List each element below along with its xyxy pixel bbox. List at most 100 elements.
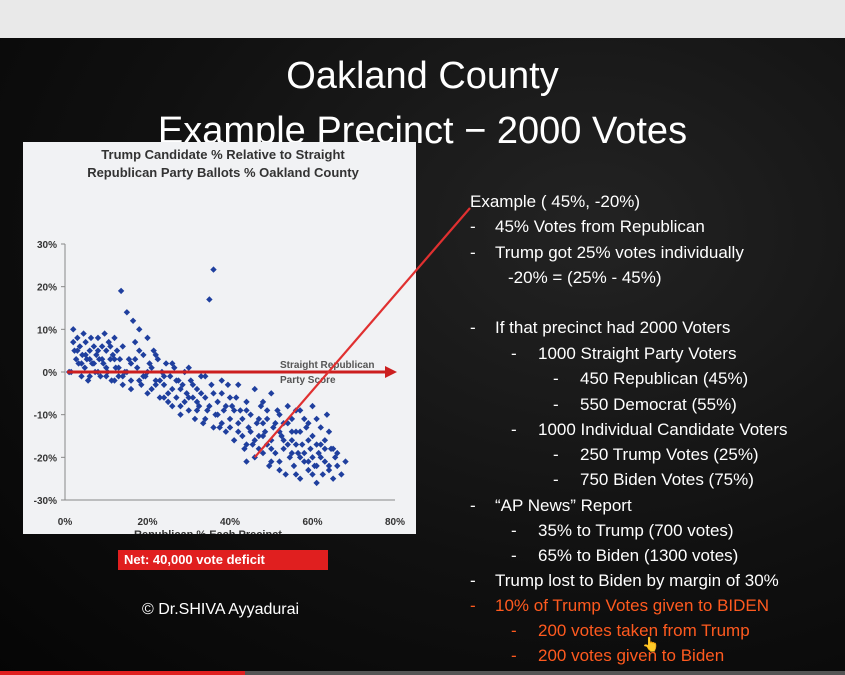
note-line: Trump got 25% votes individually xyxy=(495,243,744,262)
data-point xyxy=(185,394,192,401)
data-point xyxy=(199,420,207,427)
data-point xyxy=(251,454,258,461)
data-point xyxy=(82,351,89,359)
data-point xyxy=(193,398,201,406)
data-point xyxy=(173,394,180,401)
y-tick-label: -10% xyxy=(34,411,57,422)
data-point xyxy=(76,343,84,350)
data-point xyxy=(230,437,238,444)
data-point xyxy=(156,394,164,401)
data-point xyxy=(189,381,197,388)
bullet-dash: - xyxy=(511,646,517,665)
data-point xyxy=(111,377,118,384)
bullet-dash: - xyxy=(511,344,517,363)
data-point xyxy=(243,407,250,414)
data-point xyxy=(177,385,184,393)
data-point xyxy=(169,402,176,410)
data-point xyxy=(202,394,209,401)
data-point xyxy=(193,407,201,414)
data-point xyxy=(218,390,225,397)
data-point xyxy=(119,343,126,350)
data-point xyxy=(131,356,139,363)
data-point xyxy=(116,356,124,363)
data-point xyxy=(288,415,296,423)
data-point xyxy=(259,449,267,457)
data-point xyxy=(74,347,81,354)
bullet-dash: - xyxy=(470,318,476,337)
data-point xyxy=(222,428,230,435)
data-point xyxy=(228,402,236,410)
data-point xyxy=(263,441,271,448)
data-point xyxy=(280,420,287,427)
data-point xyxy=(305,466,312,474)
data-point xyxy=(292,441,300,448)
data-point xyxy=(268,458,275,465)
data-point xyxy=(119,381,126,388)
data-point xyxy=(235,420,242,427)
bullet-dash: - xyxy=(511,621,517,640)
data-point xyxy=(218,420,225,427)
data-point xyxy=(309,454,316,461)
data-point xyxy=(210,424,217,431)
data-point xyxy=(224,381,232,388)
data-point xyxy=(70,338,77,346)
data-point xyxy=(82,338,89,346)
data-point xyxy=(117,287,125,295)
data-point xyxy=(156,377,164,384)
bullet-dash: - xyxy=(470,496,476,515)
data-point xyxy=(152,381,159,388)
data-point xyxy=(127,360,135,367)
reference-label-line1: Straight Republican xyxy=(280,360,374,371)
data-point xyxy=(94,334,102,342)
data-point xyxy=(216,424,223,431)
data-point xyxy=(239,432,246,440)
data-point xyxy=(72,356,80,363)
data-point xyxy=(296,428,304,435)
data-point xyxy=(263,407,271,414)
video-progress-track[interactable] xyxy=(0,671,845,675)
note-line: Trump lost to Biden by margin of 30% xyxy=(495,571,779,590)
data-point xyxy=(321,445,329,452)
bullet-dash: - xyxy=(511,420,517,439)
data-point xyxy=(214,411,221,418)
bullet-dash: - xyxy=(470,243,476,262)
data-point xyxy=(202,415,209,423)
data-point xyxy=(342,458,349,465)
data-point xyxy=(166,373,174,380)
data-point xyxy=(313,479,320,487)
bullet-dash: - xyxy=(553,369,559,388)
data-point xyxy=(185,407,192,414)
data-point xyxy=(265,462,273,470)
note-line: 550 Democrat (55%) xyxy=(580,395,737,414)
data-point xyxy=(181,398,188,406)
data-point xyxy=(144,390,151,397)
data-point xyxy=(148,385,155,393)
data-point xyxy=(123,309,131,316)
data-point xyxy=(79,351,86,359)
data-point xyxy=(152,377,159,384)
y-tick-label: 30% xyxy=(37,240,57,251)
data-point xyxy=(313,462,320,470)
data-point xyxy=(226,415,234,423)
data-point xyxy=(148,364,155,371)
slide-title-line1: Oakland County xyxy=(286,55,559,97)
data-point xyxy=(115,364,122,371)
data-point xyxy=(247,428,254,435)
data-point xyxy=(313,415,320,423)
reference-label-line2: Party Score xyxy=(280,375,336,386)
data-point xyxy=(321,458,329,465)
note-line: -20% = (25% - 45%) xyxy=(508,268,662,287)
chart-title-line1: Trump Candidate % Relative to Straight xyxy=(101,147,345,162)
data-point xyxy=(193,385,201,393)
data-point xyxy=(296,407,304,414)
data-point xyxy=(243,458,250,465)
data-point xyxy=(272,449,279,457)
data-point xyxy=(301,415,308,423)
data-point xyxy=(171,364,178,371)
x-tick-label: 20% xyxy=(137,517,157,528)
data-point xyxy=(288,437,296,444)
data-point xyxy=(133,364,141,371)
data-point xyxy=(208,381,215,388)
data-point xyxy=(334,462,341,470)
note-line: 200 votes taken from Trump xyxy=(538,621,750,640)
